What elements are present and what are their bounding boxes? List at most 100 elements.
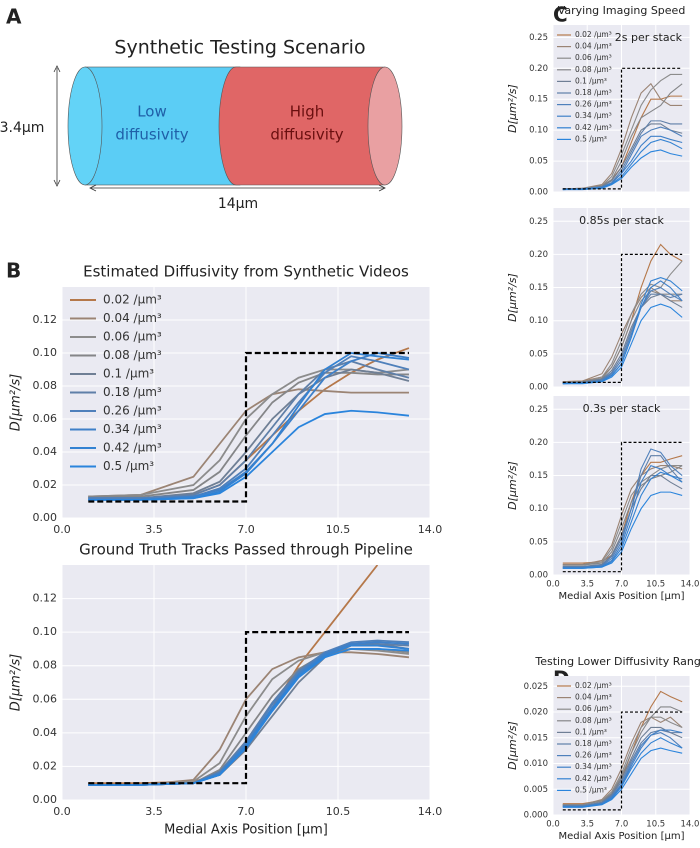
- panel-label: A: [6, 5, 22, 29]
- ground-truth-step: [88, 631, 409, 785]
- legend-label: 0.04 /μm³: [575, 693, 612, 702]
- x-axis-label: Medial Axis Position [μm]: [164, 823, 328, 838]
- y-tick-label: 0.12: [33, 313, 58, 326]
- legend-label: 0.26 /μm³: [103, 404, 162, 418]
- data-line: [562, 464, 683, 569]
- y-tick-label: 0.04: [33, 445, 58, 458]
- cylinder-end: [367, 66, 403, 186]
- cylinder-end: [67, 66, 103, 186]
- legend-label: 0.06 /μm³: [575, 704, 612, 713]
- y-tick-label: 0.25: [529, 405, 548, 415]
- legend-label: 0.04 /μm³: [575, 42, 612, 51]
- x-tick-label: 3.5: [580, 580, 594, 590]
- y-axis-label: D[μm²/s]: [9, 374, 24, 431]
- data-line: [88, 368, 410, 500]
- region-label: High: [290, 103, 324, 121]
- x-tick-label: 10.5: [646, 580, 665, 590]
- legend-label: 0.5 /μm³: [575, 134, 607, 143]
- cylinder-diagram: Synthetic Testing Scenario Low diffusivi…: [0, 37, 403, 212]
- y-tick-label: 0.015: [524, 733, 548, 743]
- x-tick-label: 0.0: [53, 805, 71, 818]
- data-line: [562, 290, 683, 383]
- legend-label: 0.1 /μm³: [575, 76, 607, 85]
- y-tick-label: 0.10: [529, 126, 548, 136]
- legend-label: 0.26 /μm³: [575, 100, 612, 109]
- y-tick-label: 0.05: [529, 157, 548, 167]
- legend-label: 0.02 /μm³: [103, 293, 162, 307]
- high-section: [218, 66, 386, 186]
- y-tick-label: 0.020: [524, 708, 548, 718]
- legend-label: 0.1 /μm³: [103, 367, 154, 381]
- low-section: [84, 66, 241, 186]
- data-line: [562, 448, 683, 568]
- y-axis-label: D[μm²/s]: [506, 84, 519, 133]
- legend-label: 0.42 /μm³: [575, 123, 612, 132]
- data-line: [562, 465, 683, 565]
- dimension-label: 14μm: [218, 196, 258, 212]
- legend-label: 0.34 /μm³: [575, 762, 612, 771]
- x-tick-label: 14.0: [418, 805, 443, 818]
- legend-label: 0.02 /μm³: [575, 681, 612, 690]
- x-tick-label: 3.5: [145, 805, 163, 818]
- data-line: [562, 706, 683, 806]
- legend-label: 0.08 /μm³: [575, 716, 612, 725]
- y-axis-label: D[μm²/s]: [506, 721, 519, 770]
- region-label: Low: [137, 103, 167, 121]
- y-tick-label: 0.010: [524, 759, 548, 769]
- data-line: [562, 277, 683, 385]
- y-tick-label: 0.08: [33, 379, 58, 392]
- legend-label: 0.04 /μm³: [103, 311, 162, 325]
- y-axis-label: D[μm²/s]: [506, 273, 519, 322]
- annotation: 2s per stack: [615, 31, 683, 44]
- y-tick-label: 0.00: [529, 571, 548, 581]
- ground-truth-step: [88, 351, 409, 503]
- legend-label: 0.34 /μm³: [103, 422, 162, 436]
- chart-title: Varying Imaging Speed: [558, 4, 686, 17]
- y-tick-label: 0.12: [33, 592, 58, 605]
- legend-label: 0.18 /μm³: [575, 739, 612, 748]
- x-tick-label: 3.5: [580, 820, 594, 830]
- y-tick-label: 0.00: [33, 793, 58, 806]
- data-line: [562, 716, 683, 806]
- x-tick-label: 10.5: [326, 805, 351, 818]
- y-tick-label: 0.15: [529, 95, 548, 105]
- y-tick-label: 0.00: [529, 383, 548, 393]
- data-line: [88, 409, 410, 501]
- data-line: [562, 747, 683, 808]
- x-axis-label: Medial Axis Position [μm]: [559, 831, 685, 842]
- x-tick-label: 7.0: [237, 805, 255, 818]
- y-tick-label: 0.10: [33, 346, 58, 359]
- x-tick-label: 3.5: [145, 523, 163, 536]
- legend-label: 0.42 /μm³: [575, 774, 612, 783]
- x-tick-label: 7.0: [615, 820, 629, 830]
- data-line: [88, 360, 410, 500]
- y-tick-label: 0.10: [529, 316, 548, 326]
- y-tick-label: 0.02: [33, 478, 58, 491]
- y-tick-label: 0.08: [33, 659, 58, 672]
- legend-label: 0.06 /μm³: [103, 330, 162, 344]
- x-tick-label: 0.0: [53, 523, 71, 536]
- data-line: [88, 648, 410, 786]
- x-tick-label: 14.0: [418, 523, 443, 536]
- legend-label: 0.5 /μm³: [103, 459, 154, 473]
- y-tick-label: 0.02: [33, 759, 58, 772]
- legend-label: 0.5 /μm³: [575, 785, 607, 794]
- panel-label: B: [6, 259, 21, 283]
- y-tick-label: 0.10: [529, 504, 548, 514]
- annotation: 0.85s per stack: [579, 214, 664, 227]
- x-tick-label: 0.0: [546, 580, 560, 590]
- x-tick-label: 14.0: [681, 820, 700, 830]
- region-label: diffusivity: [270, 126, 343, 144]
- annotation: 0.3s per stack: [583, 402, 661, 415]
- y-tick-label: 0.005: [524, 785, 548, 795]
- y-tick-label: 0.04: [33, 726, 58, 739]
- y-tick-label: 0.15: [529, 283, 548, 293]
- y-tick-label: 0.25: [529, 217, 548, 227]
- data-line: [88, 651, 410, 786]
- y-tick-label: 0.00: [529, 188, 548, 198]
- y-tick-label: 0.06: [33, 412, 58, 425]
- legend-label: 0.34 /μm³: [575, 111, 612, 120]
- region-label: diffusivity: [115, 126, 188, 144]
- data-line: [562, 465, 683, 566]
